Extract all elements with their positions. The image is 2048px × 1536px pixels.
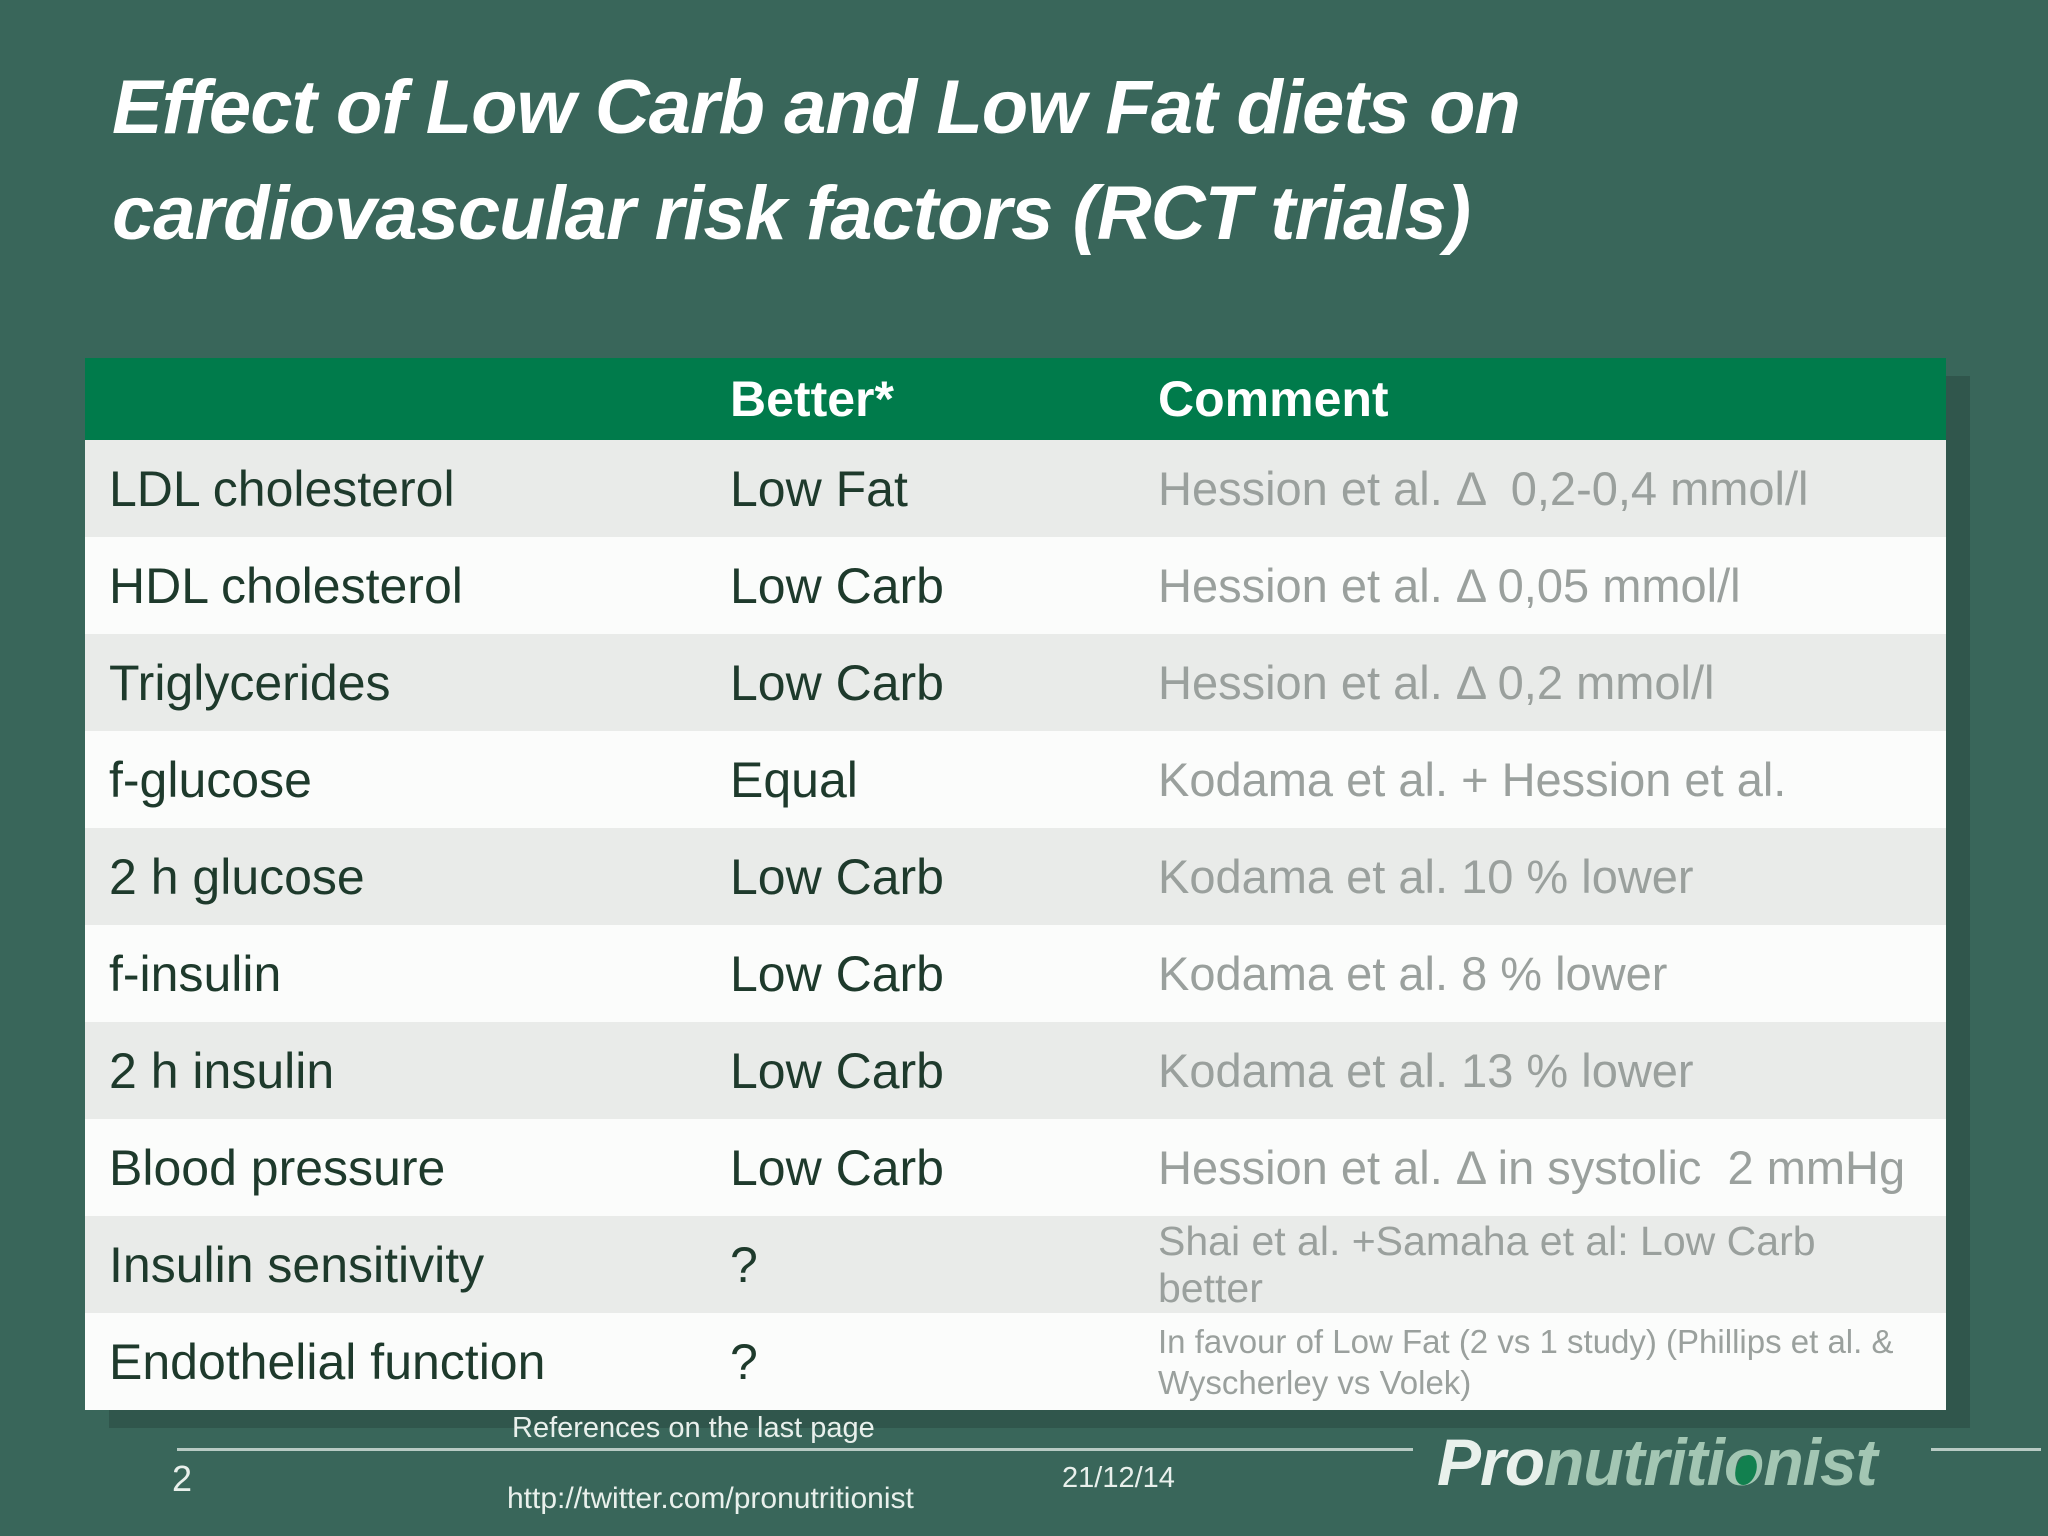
logo-text-mid: nutriti [1544, 1425, 1725, 1499]
row-factor: 2 h glucose [109, 848, 365, 905]
row-comment: Hession et al. Δ 0,05 mmol/l [1158, 559, 1741, 612]
table-header-comment: Comment [1158, 371, 1389, 427]
row-better-value: ? [730, 1236, 758, 1293]
row-factor: Insulin sensitivity [109, 1236, 485, 1293]
row-factor: f-insulin [109, 945, 282, 1002]
row-comment: Shai et al. +Samaha et al: Low Carb bett… [1158, 1217, 1827, 1311]
slide-title-line2: cardiovascular risk factors (RCT trials) [112, 171, 1471, 256]
row-better-value: Low Carb [730, 848, 944, 905]
footer-divider-left [177, 1448, 1413, 1451]
table-row: Endothelial function ? In favour of Low … [85, 1313, 1946, 1410]
table-row: 2 h insulin Low Carb Kodama et al. 13 % … [85, 1022, 1946, 1119]
table-header-row: Better* Comment [85, 358, 1946, 440]
row-comment: Kodama et al. + Hession et al. [1158, 753, 1787, 806]
row-factor: 2 h insulin [109, 1042, 335, 1099]
row-comment: Hession et al. Δ 0,2 mmol/l [1158, 656, 1715, 709]
row-factor: Endothelial function [109, 1333, 546, 1390]
table-row: HDL cholesterol Low Carb Hession et al. … [85, 537, 1946, 634]
logo-text-tail: nist [1763, 1425, 1877, 1499]
row-factor: Triglycerides [109, 654, 391, 711]
row-better-value: Low Fat [730, 460, 908, 517]
row-factor: f-glucose [109, 751, 312, 808]
table-row: LDL cholesterol Low Fat Hession et al. Δ… [85, 440, 1946, 537]
table-row: Triglycerides Low Carb Hession et al. Δ … [85, 634, 1946, 731]
row-better-value: Low Carb [730, 654, 944, 711]
row-factor: LDL cholesterol [109, 460, 455, 517]
slide-title: Effect of Low Carb and Low Fat diets on … [112, 55, 1912, 267]
table-row: 2 h glucose Low Carb Kodama et al. 10 % … [85, 828, 1946, 925]
logo-green-o-mark: o [1723, 1425, 1764, 1499]
footer-divider-right [1931, 1448, 2041, 1451]
pronutritionist-logo: Pronutritionist [1437, 1424, 1878, 1500]
row-comment: Hession et al. Δ 0,2-0,4 mmol/l [1158, 462, 1809, 515]
row-better-value: ? [730, 1333, 758, 1390]
table-header-better: Better* [730, 371, 894, 427]
twitter-url: http://twitter.com/pronutritionist [507, 1482, 914, 1515]
row-comment: In favour of Low Fat (2 vs 1 study) (Phi… [1158, 1322, 1894, 1401]
row-comment: Hession et al. Δ in systolic 2 mmHg [1158, 1141, 1906, 1194]
row-factor: HDL cholesterol [109, 557, 463, 614]
page-number: 2 [172, 1458, 193, 1499]
row-comment: Kodama et al. 8 % lower [1158, 947, 1668, 1000]
row-better-value: Low Carb [730, 945, 944, 1002]
table-row: Blood pressure Low Carb Hession et al. Δ… [85, 1119, 1946, 1216]
row-better-value: Low Carb [730, 557, 944, 614]
row-better-value: Low Carb [730, 1042, 944, 1099]
row-better-value: Low Carb [730, 1139, 944, 1196]
logo-text-pro: Pro [1437, 1425, 1545, 1499]
row-comment: Kodama et al. 13 % lower [1158, 1044, 1694, 1097]
table-body: LDL cholesterol Low Fat Hession et al. Δ… [85, 440, 1946, 1410]
table-row: f-insulin Low Carb Kodama et al. 8 % low… [85, 925, 1946, 1022]
table-row: f-glucose Equal Kodama et al. + Hession … [85, 731, 1946, 828]
row-factor: Blood pressure [109, 1139, 446, 1196]
table-row: Insulin sensitivity ? Shai et al. +Samah… [85, 1216, 1946, 1313]
slide-date: 21/12/14 [1062, 1462, 1175, 1494]
row-comment: Kodama et al. 10 % lower [1158, 850, 1694, 903]
references-note: References on the last page [512, 1412, 875, 1444]
slide-title-line1: Effect of Low Carb and Low Fat diets on [112, 65, 1521, 150]
results-table: Better* Comment LDL cholesterol Low Fat … [85, 358, 1946, 1410]
row-better-value: Equal [730, 751, 858, 808]
